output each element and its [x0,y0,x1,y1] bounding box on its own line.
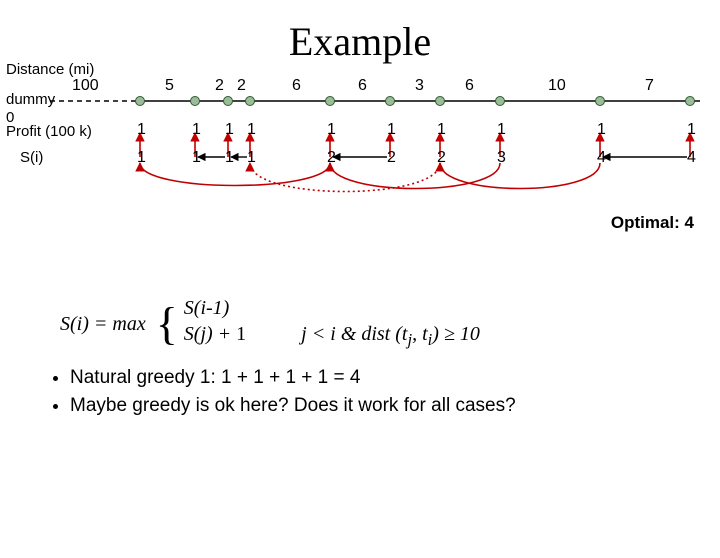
bullet-list: Natural greedy 1: 1 + 1 + 1 + 1 = 4 Mayb… [30,367,720,417]
dist-value: 2 [237,77,246,95]
prof-value: 1 [497,121,506,139]
diagram-svg [0,65,720,285]
formula-lhs: S(i) = max [60,313,146,336]
prof-value: 1 [192,121,201,139]
cond-b: , t [412,323,428,345]
bullet-2: Maybe greedy is ok here? Does it work fo… [70,395,720,417]
si-value: 1 [137,149,146,167]
page-title: Example [0,18,720,65]
si-value: 2 [387,149,396,167]
dist-value: 7 [645,77,654,95]
dist-value: 3 [415,77,424,95]
dist-value: 10 [548,77,566,95]
si-value: 4 [687,149,696,167]
prof-value: 1 [327,121,336,139]
prof-value: 1 [597,121,606,139]
si-value: 3 [497,149,506,167]
si-value: 2 [437,149,446,167]
formula-case2b: 1 [236,323,246,345]
dist-value: 6 [358,77,367,95]
prof-value: 1 [247,121,256,139]
diagram-stage: Distance (mi) dummy 100 0 Profit (100 k)… [0,65,720,285]
dist-value: 2 [215,77,224,95]
cond-c: ) ≥ 10 [432,323,480,345]
prof-value: 1 [137,121,146,139]
formula-case2a: S(j) + [184,323,236,345]
dist-value: 6 [465,77,474,95]
brace-icon: { [156,302,178,346]
si-value: 1 [192,149,201,167]
bullet-1: Natural greedy 1: 1 + 1 + 1 + 1 = 4 [70,367,720,389]
cond-a: j < i & dist (t [301,323,407,345]
prof-value: 1 [225,121,234,139]
dist-value: 5 [165,77,174,95]
prof-value: 1 [437,121,446,139]
optimal-text: Optimal: 4 [611,213,694,233]
dist-value: 6 [292,77,301,95]
si-value: 4 [597,149,606,167]
recurrence-formula: S(i) = max { S(i-1) S(j) + 1 j < i & dis… [60,295,720,353]
prof-value: 1 [687,121,696,139]
prof-value: 1 [387,121,396,139]
si-value: 1 [225,149,234,167]
si-value: 2 [327,149,336,167]
si-value: 1 [247,149,256,167]
formula-case1: S(i-1) [184,297,230,319]
